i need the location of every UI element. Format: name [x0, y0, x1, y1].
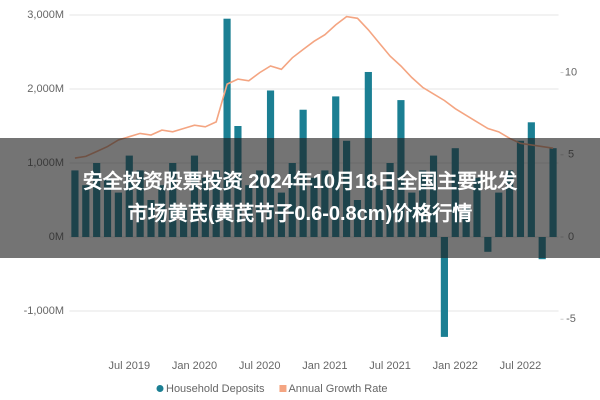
y-tick-label: 3,000M: [27, 9, 64, 21]
x-tick-label: Jul 2022: [500, 360, 542, 372]
x-tick-label: Jan 2022: [433, 360, 478, 372]
legend-marker: [279, 385, 287, 392]
bar: [440, 237, 448, 337]
banner-line: 安全投资股票投资 2024年10月18日全国主要批发: [82, 171, 518, 193]
x-tick-label: Jul 2020: [239, 360, 281, 372]
x-tick-label: Jan 2020: [172, 360, 217, 372]
x-tick-label: Jul 2021: [369, 360, 411, 372]
legend-label: Household Deposits: [166, 383, 265, 395]
y-tick-label: -1,000M: [24, 305, 64, 317]
x-tick-label: Jul 2019: [108, 360, 150, 372]
x-tick-label: Jan 2021: [302, 360, 347, 372]
y2-tick-label: 10: [565, 66, 577, 78]
bar: [223, 18, 231, 238]
y-tick-label: 2,000M: [27, 83, 64, 95]
line: [74, 15, 554, 159]
y2-tick-label: -5: [566, 313, 576, 325]
banner-line: 市场黄芪(黄芪节子0.6-0.8cm)价格行情: [127, 203, 473, 225]
legend-label: Annual Growth Rate: [288, 383, 387, 395]
legend-marker: [156, 385, 164, 392]
banner: 安全投资股票投资 2024年10月18日全国主要批发 市场黄芪(黄芪节子0.6-…: [0, 138, 600, 258]
